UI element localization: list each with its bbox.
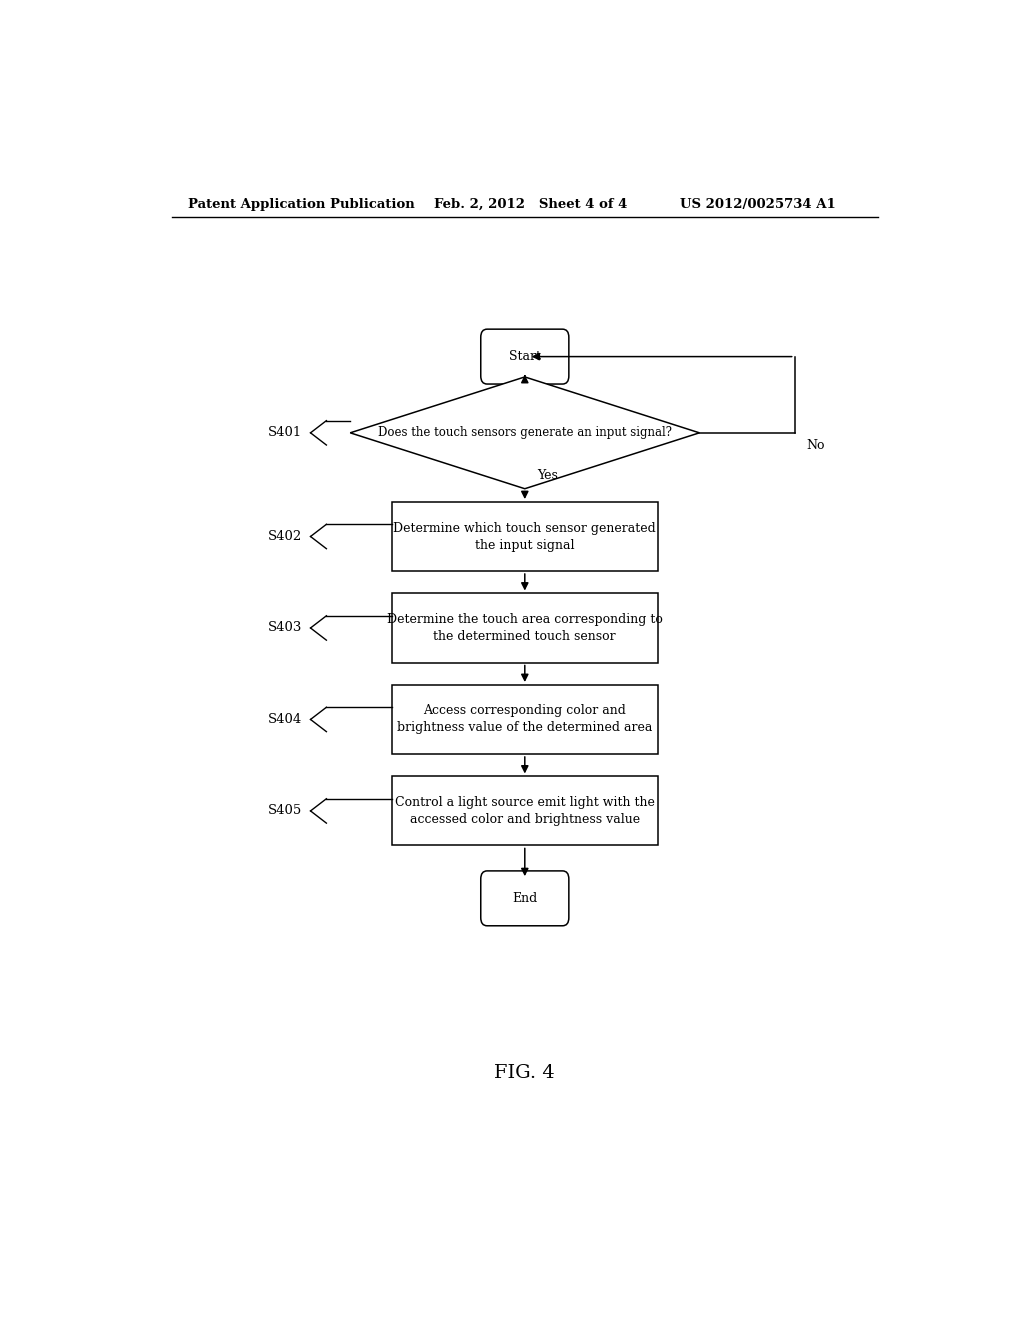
- Text: Control a light source emit light with the
accessed color and brightness value: Control a light source emit light with t…: [395, 796, 654, 826]
- Bar: [392, 776, 657, 846]
- Bar: [392, 502, 657, 572]
- Text: FIG. 4: FIG. 4: [495, 1064, 555, 1082]
- Text: Does the touch sensors generate an input signal?: Does the touch sensors generate an input…: [378, 426, 672, 440]
- Text: S403: S403: [268, 622, 303, 635]
- Text: US 2012/0025734 A1: US 2012/0025734 A1: [680, 198, 836, 211]
- Text: Patent Application Publication: Patent Application Publication: [187, 198, 415, 211]
- FancyBboxPatch shape: [480, 871, 569, 925]
- Text: S404: S404: [268, 713, 303, 726]
- Bar: [392, 594, 657, 663]
- Text: S405: S405: [268, 804, 303, 817]
- Bar: [392, 685, 657, 754]
- Text: No: No: [807, 438, 825, 451]
- Text: Access corresponding color and
brightness value of the determined area: Access corresponding color and brightnes…: [397, 705, 652, 734]
- Text: S401: S401: [268, 426, 303, 440]
- FancyBboxPatch shape: [480, 329, 569, 384]
- Text: Determine the touch area corresponding to
the determined touch sensor: Determine the touch area corresponding t…: [387, 612, 663, 643]
- Text: Yes: Yes: [537, 470, 558, 482]
- Polygon shape: [350, 378, 699, 488]
- Text: Feb. 2, 2012   Sheet 4 of 4: Feb. 2, 2012 Sheet 4 of 4: [433, 198, 627, 211]
- Text: Determine which touch sensor generated
the input signal: Determine which touch sensor generated t…: [393, 521, 656, 552]
- Text: Start: Start: [509, 350, 541, 363]
- Text: End: End: [512, 892, 538, 904]
- Text: S402: S402: [268, 531, 303, 543]
